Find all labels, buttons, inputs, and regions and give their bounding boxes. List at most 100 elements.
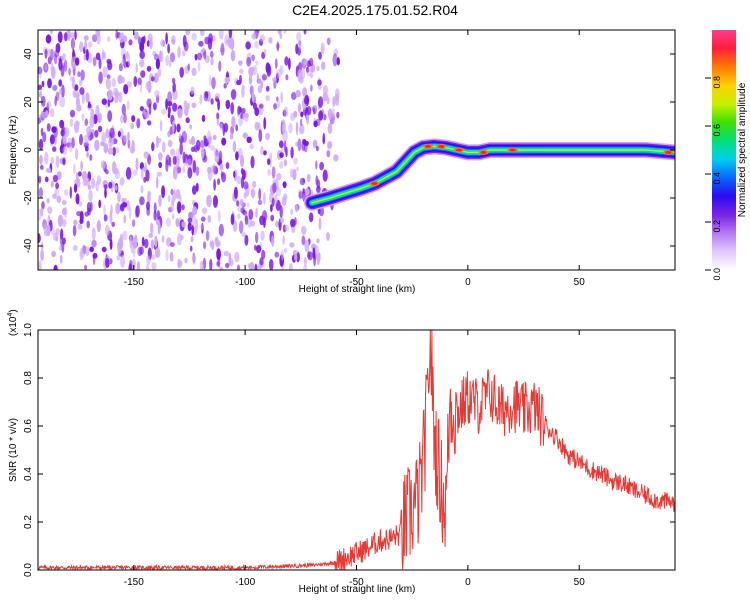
noise-blob <box>83 35 89 41</box>
noise-blob <box>320 61 326 70</box>
noise-blob <box>235 124 238 132</box>
spectrogram-ridge <box>304 138 675 211</box>
noise-blob <box>52 193 57 199</box>
noise-blob <box>53 264 58 270</box>
snr-xlabel: Height of straight line (km) <box>299 584 416 595</box>
x-tick-label: 50 <box>574 577 586 588</box>
noise-blob <box>52 174 59 183</box>
noise-blob <box>240 112 243 120</box>
noise-blob <box>170 242 175 248</box>
noise-blob <box>97 125 103 133</box>
noise-blob <box>55 235 59 242</box>
noise-blob <box>87 41 93 48</box>
noise-blob <box>85 246 90 257</box>
noise-blob <box>126 200 130 211</box>
noise-blob <box>156 137 162 143</box>
y-tick-label: -20 <box>23 190 34 205</box>
noise-blob <box>297 138 302 152</box>
noise-blob <box>150 76 155 82</box>
noise-blob <box>74 120 80 134</box>
noise-blob <box>51 66 56 79</box>
noise-blob <box>55 182 59 190</box>
noise-blob <box>161 108 167 115</box>
noise-blob <box>153 210 157 221</box>
noise-blob <box>326 232 330 241</box>
x-tick-label: -150 <box>124 577 144 588</box>
noise-blob <box>259 34 266 42</box>
noise-blob <box>208 33 213 44</box>
noise-blob <box>298 126 302 135</box>
noise-blob <box>218 30 224 40</box>
noise-blob <box>319 161 324 171</box>
noise-blob <box>143 238 149 249</box>
noise-blob <box>150 239 154 249</box>
noise-blob <box>158 152 163 161</box>
y-tick-label: 0.8 <box>23 371 34 385</box>
x-tick-label: -50 <box>349 577 364 588</box>
noise-blob <box>74 147 79 160</box>
noise-blob <box>71 56 77 70</box>
noise-blob <box>69 118 74 128</box>
noise-blob <box>149 38 153 50</box>
ridge-hotspot-core <box>438 144 445 148</box>
y-tick-label: -40 <box>23 238 34 253</box>
noise-blob <box>283 159 287 167</box>
noise-blob <box>135 205 140 218</box>
noise-blob <box>114 167 119 175</box>
noise-blob <box>257 78 262 84</box>
noise-blob <box>168 59 172 68</box>
noise-blob <box>120 255 126 268</box>
noise-blob <box>229 37 235 51</box>
noise-blob <box>271 197 275 207</box>
noise-blob <box>72 245 78 251</box>
noise-blob <box>82 178 88 187</box>
noise-blob <box>322 169 328 182</box>
noise-blob <box>244 234 249 246</box>
noise-blob <box>40 207 44 217</box>
noise-blob <box>176 123 181 133</box>
noise-blob <box>322 85 329 96</box>
noise-blob <box>112 146 116 156</box>
noise-blob <box>84 264 87 270</box>
noise-blob <box>300 68 306 80</box>
noise-blob <box>306 106 312 116</box>
noise-blob <box>308 212 314 223</box>
noise-blob <box>280 249 284 261</box>
noise-blob <box>148 190 151 197</box>
noise-blob <box>147 80 152 94</box>
noise-blob <box>302 190 306 202</box>
noise-blob <box>114 87 119 95</box>
noise-blob <box>181 221 186 228</box>
noise-blob <box>128 39 133 46</box>
noise-blob <box>292 168 297 181</box>
noise-blob <box>141 236 145 247</box>
noise-blob <box>233 170 236 178</box>
noise-blob <box>151 262 157 270</box>
noise-blob <box>145 169 150 182</box>
noise-blob <box>299 118 303 127</box>
noise-blob <box>89 154 93 161</box>
noise-blob <box>41 80 45 88</box>
noise-blob <box>46 167 52 173</box>
noise-blob <box>146 255 151 266</box>
noise-blob <box>190 236 194 243</box>
noise-blob <box>85 48 89 61</box>
noise-blob <box>242 132 248 139</box>
noise-blob <box>172 82 176 93</box>
noise-blob <box>103 214 108 222</box>
noise-blob <box>245 41 251 50</box>
noise-blob <box>73 163 76 175</box>
noise-blob <box>84 134 90 144</box>
noise-blob <box>258 188 262 201</box>
noise-blob <box>190 146 196 152</box>
noise-blob <box>327 108 333 120</box>
noise-blob <box>146 65 152 72</box>
noise-blob <box>179 195 182 203</box>
noise-blob <box>217 209 221 222</box>
noise-blob <box>256 30 260 33</box>
noise-blob <box>268 259 274 270</box>
noise-blob <box>221 137 227 146</box>
noise-blob <box>280 91 284 104</box>
noise-blob <box>76 178 81 188</box>
noise-blob <box>250 66 255 72</box>
